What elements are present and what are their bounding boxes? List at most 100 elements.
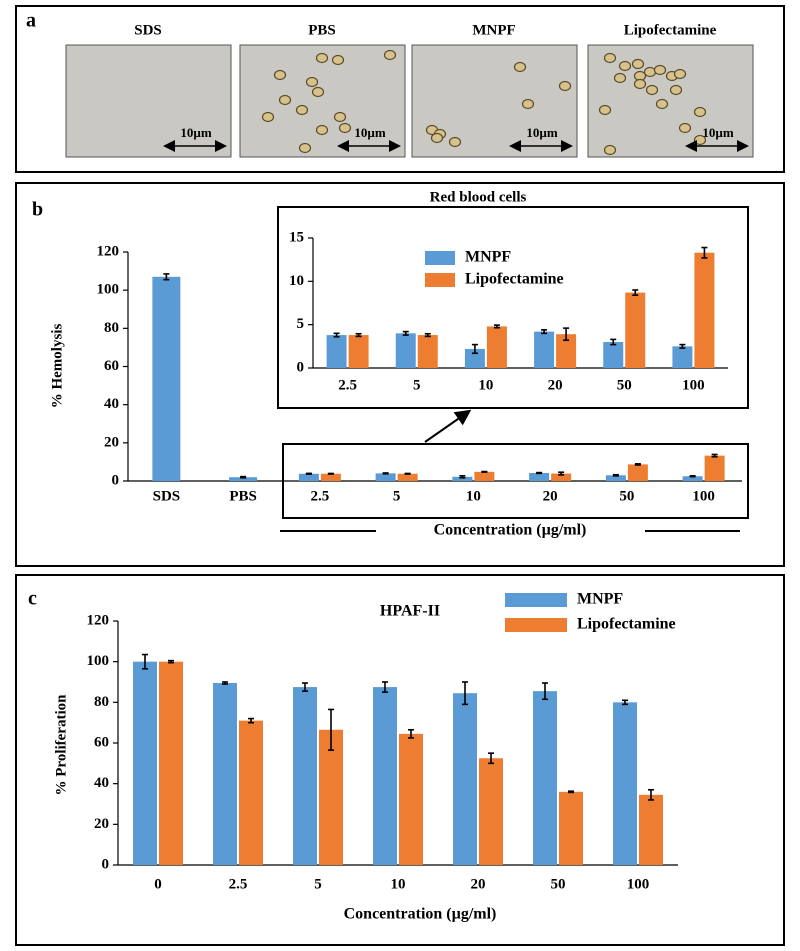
error-bar xyxy=(632,289,639,297)
cell xyxy=(669,84,683,96)
panel-a-frame xyxy=(15,5,785,173)
x-tick-label: 50 xyxy=(617,377,632,393)
x-axis-label: Concentration (µg/ml) xyxy=(344,906,497,923)
error-bar xyxy=(563,327,570,342)
bar xyxy=(559,791,583,865)
cell xyxy=(278,94,292,106)
y-tick-label: 20 xyxy=(94,816,109,832)
panel-label: c xyxy=(28,588,37,610)
cell xyxy=(521,98,535,110)
chart-title: Red blood cells xyxy=(430,189,527,205)
x-tick-label: 10 xyxy=(466,488,481,504)
error-bar xyxy=(701,246,708,259)
cell xyxy=(653,64,667,76)
bar xyxy=(417,335,438,368)
error-bar xyxy=(622,699,628,706)
y-tick-label: 120 xyxy=(97,243,120,259)
legend-swatch xyxy=(425,273,455,287)
legend-label: MNPF xyxy=(577,591,623,608)
error-bar xyxy=(679,343,686,349)
cell xyxy=(295,104,309,116)
cell xyxy=(598,104,612,116)
error-bar xyxy=(382,681,388,693)
bar xyxy=(682,476,703,481)
y-tick-label: 0 xyxy=(112,472,120,488)
error-bar xyxy=(333,332,340,338)
panel-label: a xyxy=(26,10,36,32)
error-bar xyxy=(248,717,254,724)
cell xyxy=(333,111,347,123)
error-bar xyxy=(541,329,548,335)
image-label: MNPF xyxy=(472,22,515,38)
bar xyxy=(239,720,263,865)
bar xyxy=(399,733,423,865)
bar xyxy=(293,687,317,865)
error-bar xyxy=(542,682,548,701)
inset-frame xyxy=(277,206,749,409)
error-bar xyxy=(459,475,466,479)
bar xyxy=(533,691,557,865)
bar xyxy=(373,687,397,865)
bar xyxy=(395,333,416,368)
bar xyxy=(452,476,473,481)
legend-label: Lipofectamine xyxy=(465,271,564,288)
error-bar xyxy=(634,463,641,466)
x-tick-label: 20 xyxy=(471,876,486,892)
cell xyxy=(513,61,527,73)
y-tick-label: 0 xyxy=(297,359,305,375)
x-tick-label: 2.5 xyxy=(311,488,330,504)
y-tick-label: 40 xyxy=(94,775,109,791)
y-tick-label: 5 xyxy=(297,316,305,332)
error-bar xyxy=(493,324,500,329)
y-axis-label: % Hemolysis xyxy=(49,324,65,409)
y-tick-label: 60 xyxy=(104,358,119,374)
error-bar xyxy=(168,659,174,664)
panel-c-frame xyxy=(15,574,785,946)
bar xyxy=(348,335,369,368)
error-bar xyxy=(610,338,617,346)
legend-swatch xyxy=(505,593,567,607)
bar xyxy=(213,683,237,865)
panel-label: b xyxy=(32,199,43,221)
error-bar xyxy=(382,472,389,475)
cell xyxy=(633,78,647,90)
y-tick-label: 0 xyxy=(102,856,110,872)
bar xyxy=(556,334,577,368)
y-axis-label: % Proliferation xyxy=(53,694,69,796)
image-label: PBS xyxy=(308,22,336,38)
x-axis-label: Concentration (µg/ml) xyxy=(434,522,587,539)
error-bar xyxy=(488,752,494,765)
y-tick-label: 10 xyxy=(289,273,304,289)
error-bar xyxy=(568,790,574,794)
scale-label: 10µm xyxy=(702,125,733,140)
error-bar xyxy=(404,472,411,475)
bar xyxy=(474,471,495,481)
bar xyxy=(159,661,183,865)
bar xyxy=(625,292,646,368)
error-bar xyxy=(302,682,308,692)
y-tick-label: 40 xyxy=(104,396,119,412)
bar xyxy=(603,342,624,368)
cell xyxy=(613,72,627,84)
x-tick-label: 2.5 xyxy=(338,377,357,393)
bar xyxy=(229,477,258,481)
error-bar xyxy=(689,475,696,478)
y-tick-label: 80 xyxy=(104,320,119,336)
panel-b-frame xyxy=(15,182,785,567)
cell xyxy=(305,76,319,88)
bar xyxy=(639,794,663,865)
error-bar xyxy=(612,473,619,477)
y-tick-label: 120 xyxy=(87,612,110,628)
error-bar xyxy=(424,332,431,338)
cell xyxy=(693,106,707,118)
x-tick-label: 20 xyxy=(543,488,558,504)
error-bar xyxy=(648,788,654,801)
cell xyxy=(678,122,692,134)
y-tick-label: 100 xyxy=(97,282,120,298)
cell xyxy=(331,54,345,66)
legend-swatch xyxy=(425,251,455,265)
image-label: SDS xyxy=(134,22,162,38)
x-tick-label: 50 xyxy=(551,876,566,892)
cell xyxy=(603,52,617,64)
error-bar xyxy=(558,471,565,476)
